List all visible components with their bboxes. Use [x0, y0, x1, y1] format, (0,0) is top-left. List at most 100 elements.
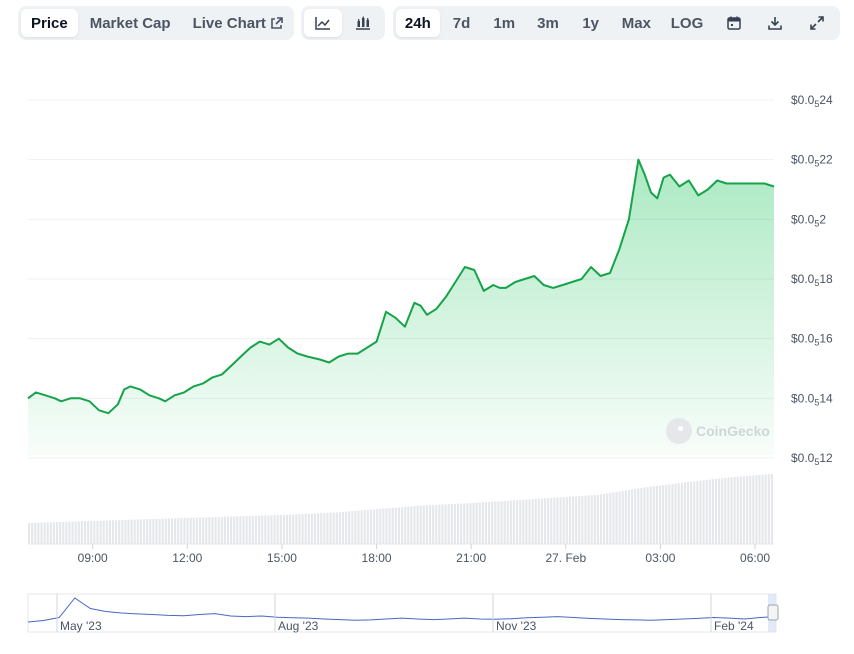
volume-bar	[338, 512, 341, 544]
volume-bar	[649, 486, 652, 544]
volume-bar	[721, 478, 724, 544]
volume-bar	[435, 504, 438, 544]
expand-button[interactable]	[797, 9, 837, 37]
volume-bar	[195, 517, 198, 544]
volume-bar	[736, 476, 739, 544]
volume-bar	[354, 510, 357, 544]
volume-bar	[733, 476, 736, 544]
volume-bar	[397, 507, 400, 544]
volume-bar	[77, 521, 80, 544]
volume-bar	[739, 476, 742, 544]
volume-bar	[136, 519, 139, 544]
volume-bar	[108, 520, 111, 544]
volume-bar	[143, 519, 146, 544]
volume-bar	[460, 503, 463, 544]
navigator-frame	[27, 593, 777, 633]
volume-bar	[438, 504, 441, 544]
volume-bar	[749, 475, 752, 544]
volume-bar	[537, 498, 540, 544]
download-button[interactable]	[756, 9, 796, 37]
volume-bar	[34, 522, 37, 544]
volume-bar	[755, 475, 758, 544]
volume-bar	[677, 483, 680, 544]
x-tick-label: 27. Feb	[545, 551, 586, 565]
range-1m-button[interactable]: 1m	[483, 9, 525, 37]
range-navigator[interactable]: May '23 Aug '23 Nov '23 Feb '24	[27, 593, 779, 633]
volume-bar	[230, 516, 233, 544]
volume-bar	[273, 515, 276, 544]
tab-market-cap[interactable]: Market Cap	[80, 9, 181, 37]
volume-bar	[341, 511, 345, 544]
volume-bar	[202, 517, 205, 544]
volume-bar	[746, 475, 749, 544]
range-max-button[interactable]: Max	[613, 9, 661, 37]
volume-bar	[264, 515, 267, 544]
calendar-icon	[726, 16, 741, 30]
volume-bar	[261, 515, 264, 544]
range-1m-label: 1m	[493, 14, 516, 32]
volume-bar	[382, 508, 385, 544]
calendar-button[interactable]	[714, 9, 754, 37]
volume-bar	[525, 499, 528, 544]
range-7d-label: 7d	[452, 14, 471, 32]
volume-bar	[180, 518, 183, 544]
volume-bar	[463, 503, 466, 544]
volume-bar	[28, 523, 31, 544]
volume-bar	[603, 493, 606, 544]
tab-live-chart[interactable]: Live Chart	[183, 9, 293, 37]
volume-bar	[565, 496, 568, 544]
volume-bar	[388, 508, 391, 544]
candlestick-chart-button[interactable]	[344, 9, 382, 37]
volume-bar	[167, 518, 170, 544]
volume-bar	[46, 522, 49, 544]
y-tick-label: $0.0514	[791, 391, 833, 407]
x-tick-label: 21:00	[456, 551, 486, 565]
volume-bar	[599, 494, 603, 544]
volume-bar	[74, 521, 77, 544]
volume-bar	[251, 515, 254, 544]
y-tick-label: $0.0524	[791, 93, 833, 109]
line-chart-button[interactable]	[304, 9, 342, 37]
navigator-label: Aug '23	[278, 619, 319, 633]
volume-bar	[295, 514, 298, 544]
volume-bar	[161, 518, 164, 544]
volume-bar	[646, 487, 649, 544]
volume-bar	[509, 500, 512, 544]
volume-bar	[248, 515, 251, 544]
volume-bar	[301, 514, 304, 544]
range-1y-button[interactable]: 1y	[571, 9, 611, 37]
range-7d-button[interactable]: 7d	[442, 9, 482, 37]
volume-bar	[146, 519, 149, 544]
volume-bar	[127, 519, 130, 544]
volume-bar	[512, 500, 516, 544]
volume-bar	[158, 518, 161, 544]
volume-bar	[410, 506, 413, 544]
volume-bar	[419, 505, 422, 544]
volume-bar	[534, 498, 537, 544]
volume-bar	[686, 482, 690, 544]
volume-bar	[609, 492, 612, 544]
volume-bar	[68, 521, 71, 544]
volume-bar	[289, 514, 292, 544]
volume-bar	[258, 515, 261, 544]
x-tick-label: 06:00	[740, 551, 770, 565]
volume-bar	[581, 495, 584, 544]
tab-price[interactable]: Price	[21, 9, 78, 37]
volume-bar	[170, 518, 174, 544]
volume-bar	[422, 505, 425, 544]
volume-bar	[121, 520, 124, 544]
volume-bar	[727, 477, 730, 544]
volume-bar	[478, 502, 481, 544]
volume-bar	[416, 505, 419, 544]
volume-bar	[385, 508, 388, 544]
volume-bar	[767, 474, 770, 544]
range-24h-button[interactable]: 24h	[396, 9, 440, 37]
volume-bar	[497, 501, 500, 544]
navigator-line	[27, 597, 777, 623]
volume-bar	[37, 522, 40, 544]
log-scale-button[interactable]: LOG	[662, 9, 712, 37]
range-3m-button[interactable]: 3m	[527, 9, 569, 37]
volume-bar	[680, 482, 683, 544]
volume-bar	[481, 502, 484, 544]
